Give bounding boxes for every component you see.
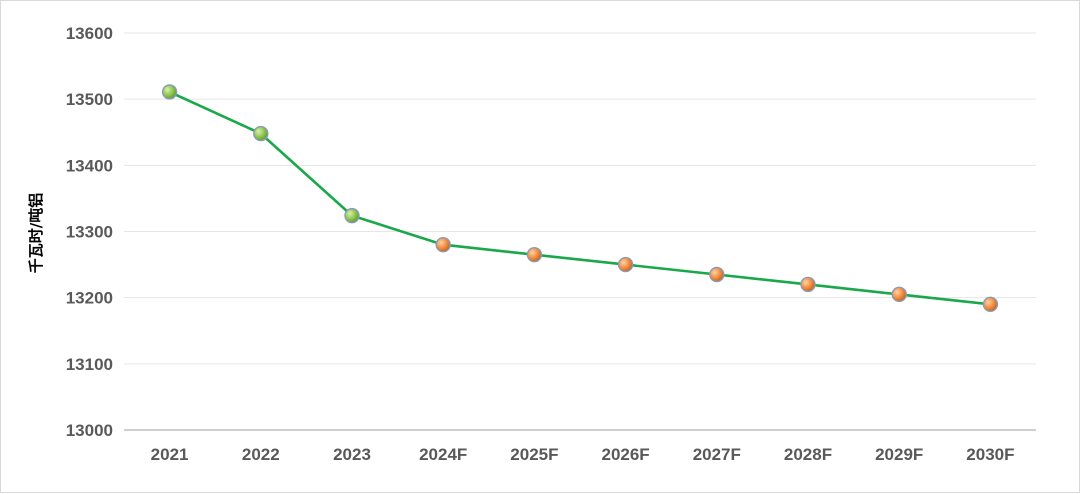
data-point-actual [161, 84, 178, 100]
data-point-forecast [982, 296, 999, 312]
grid-lines [124, 32, 1036, 365]
x-tick-label: 2027F [693, 445, 741, 464]
x-tick-label: 2029F [875, 445, 923, 464]
x-tick-label: 2024F [419, 445, 467, 464]
data-point-forecast [526, 246, 543, 263]
y-tick-label: 13400 [66, 156, 113, 175]
data-point-actual [253, 125, 269, 142]
y-tick-label: 13300 [66, 223, 113, 242]
x-tick-label: 2030F [966, 445, 1014, 464]
axes: 13000 13100 13200 13300 13400 13500 13600 2021 2… [66, 24, 1036, 464]
y-tick-label: 13100 [66, 355, 113, 374]
x-tick-label: 2026F [601, 445, 649, 464]
x-tick-label: 2028F [784, 445, 832, 464]
series-line-layer [169, 90, 991, 306]
markers-layer [161, 84, 999, 312]
y-tick-label: 13000 [66, 421, 113, 440]
data-point-forecast [435, 237, 451, 253]
data-point-forecast [709, 266, 725, 283]
data-point-actual [344, 207, 360, 224]
y-axis-label: 千瓦时/吨铝 [27, 193, 45, 273]
series-line [169, 90, 991, 306]
x-tick-label: 2025F [510, 445, 558, 464]
data-point-forecast [617, 256, 634, 273]
x-tick-label: 2023 [333, 445, 371, 464]
data-point-forecast [891, 286, 907, 303]
y-tick-label: 13500 [66, 90, 113, 109]
x-tick-label: 2022 [242, 445, 280, 464]
x-tick-label: 2021 [151, 445, 189, 464]
y-tick-label: 13600 [66, 24, 113, 43]
y-tick-label: 13200 [66, 289, 113, 308]
data-point-forecast [800, 276, 816, 293]
